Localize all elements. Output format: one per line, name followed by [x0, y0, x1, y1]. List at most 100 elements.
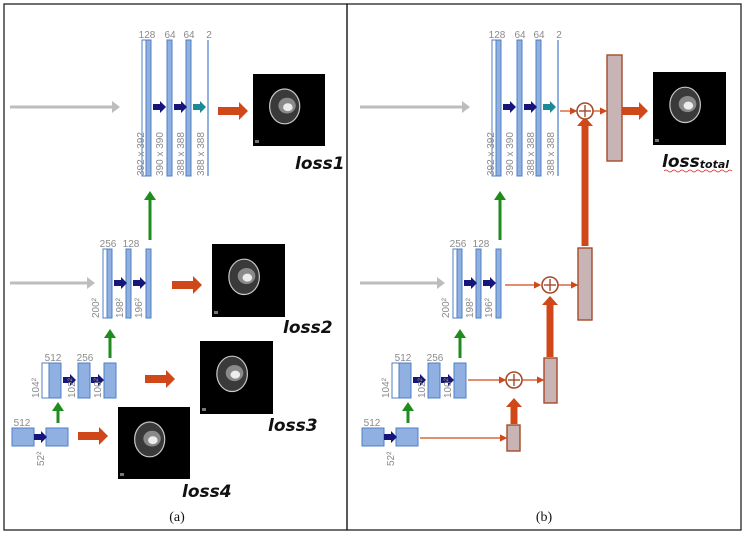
a-dim-label-l3: 100² [93, 377, 104, 398]
b-block-l4-a [361, 427, 385, 447]
b-channel-label-l1: 128 [489, 30, 506, 41]
a-dim-label-l1: 392 x 392 [136, 132, 147, 176]
a-thumbnail-l3 [200, 341, 273, 414]
b-dim-label-l3: 104² [381, 377, 392, 398]
a-conv-arrow-l1-1 [153, 101, 166, 113]
b-channel-label-l4: 512 [364, 418, 381, 429]
a-block-l4-a [11, 427, 35, 447]
tumor-region [283, 103, 293, 112]
a-dim-label-l3: 104² [31, 377, 42, 398]
b-block-l4-b [395, 427, 419, 447]
a-dim-label-l2: 200² [91, 297, 102, 318]
b-fuse-box-l1 [606, 54, 623, 162]
a-block-l2-a [106, 248, 113, 319]
b-block-l2-c [495, 248, 502, 319]
a-conv-arrow-l3-1 [63, 374, 76, 386]
a-dim-label-l1: 388 x 388 [176, 132, 187, 176]
panel-a-label: (a) [169, 510, 185, 525]
b-thumbnail-total [653, 72, 726, 145]
b-dim-label-l2: 196² [484, 297, 495, 318]
a-channel-label-l1: 2 [206, 30, 212, 41]
corner-mark [202, 408, 206, 411]
b-channel-label-l2: 128 [473, 239, 490, 250]
b-skip-arrow-level2-head [437, 277, 445, 289]
a-loss-label-2: loss2 [283, 318, 333, 338]
corner-mark [255, 140, 259, 143]
a-block-l1-b [166, 39, 173, 177]
a-conv-arrow-l2-2 [133, 277, 146, 289]
b-block-l1-b [516, 39, 523, 177]
b-block-l1-a [495, 39, 502, 177]
a-output-arrow-l3 [145, 370, 175, 388]
a-channel-label-l1: 64 [164, 30, 176, 41]
panel-b: 128 64 64 2 392 x 392 390 x 390 388 x 388 388 x… [360, 30, 733, 466]
a-upconv-arrow-3to2-head [104, 329, 116, 338]
a-dim-label-l1: 388 x 388 [196, 132, 207, 176]
b-dim-label-l1: 388 x 388 [546, 132, 557, 176]
a-thumbnail-l1 [253, 74, 325, 146]
a-dim-label-l3: 102² [67, 377, 78, 398]
b-conv-arrow-l1-2 [524, 101, 537, 113]
a-channel-label-l2: 256 [100, 239, 117, 250]
b-skip-arrow-level1-head [462, 101, 470, 113]
corner-mark [120, 473, 124, 476]
a-block-l3-c [103, 362, 117, 399]
b-channel-label-l1: 64 [514, 30, 526, 41]
b-fuse-box-l3 [543, 357, 558, 404]
tumor-region [230, 370, 241, 379]
b-conv-arrow-l2-2 [483, 277, 496, 289]
b-up-arrow-l4 [506, 398, 522, 424]
b-channel-label-l1: 64 [533, 30, 545, 41]
a-dim-label-l2: 196² [134, 297, 145, 318]
a-dim-label-l4: 52² [36, 451, 47, 466]
b-block-l2-b [475, 248, 482, 319]
b-dim-label-l1: 390 x 390 [505, 132, 516, 176]
b-dim-label-l1: 388 x 388 [526, 132, 537, 176]
b-dim-label-l2: 200² [441, 297, 452, 318]
a-loss-label-3: loss3 [268, 416, 318, 436]
a-block-l2-c [145, 248, 152, 319]
b-up-arrow-l2 [577, 117, 593, 246]
a-dim-label-l2: 198² [115, 297, 126, 318]
tumor-region [242, 273, 253, 282]
b-block-l1-d [557, 40, 559, 176]
a-upconv-arrow-2to1-head [144, 191, 156, 200]
a-channel-label-l1: 128 [139, 30, 156, 41]
b-block-l3-a [398, 362, 412, 399]
b-dim-label-l1: 392 x 392 [486, 132, 497, 176]
b-output-arrow [622, 102, 648, 120]
a-conv-arrow-l1-2 [174, 101, 187, 113]
b-channel-label-l1: 2 [556, 30, 562, 41]
a-block-l2-b [125, 248, 132, 319]
a-output-arrow-l2 [172, 276, 202, 294]
a-conv-arrow-l4-1 [34, 431, 47, 443]
b-conv-arrow-l1-1 [503, 101, 516, 113]
b-channel-label-l2: 256 [450, 239, 467, 250]
a-channel-label-l3: 256 [77, 353, 94, 364]
a-channel-label-l4: 512 [14, 418, 31, 429]
a-block-l3-b [77, 362, 91, 399]
b-channel-label-l3: 256 [427, 353, 444, 364]
b-dim-label-l3: 100² [443, 377, 454, 398]
a-output-arrow-l1 [218, 102, 248, 120]
corner-mark [655, 139, 659, 142]
tumor-region [683, 101, 694, 110]
panel-b-label: (b) [536, 510, 553, 525]
b-conv-arrow-l3-1 [413, 374, 426, 386]
a-conv-arrow-l3-2 [91, 374, 104, 386]
b-block-l2-a [456, 248, 463, 319]
a-dim-label-l1: 390 x 390 [155, 132, 166, 176]
panel-b-frame [346, 3, 742, 531]
b-dim-label-l4: 52² [386, 451, 397, 466]
spellcheck-squiggle [663, 169, 733, 173]
a-thumbnail-l4 [118, 407, 190, 479]
b-dim-label-l2: 198² [465, 297, 476, 318]
b-block-l3-c [453, 362, 467, 399]
a-output-arrow-l4 [78, 427, 108, 445]
panel-a: 128 64 64 2 392 x 392 390 x 390 388 x 388 388 x… [10, 30, 345, 502]
a-conv-arrow-l1-3 [193, 101, 206, 113]
a-skip-arrow-level2-head [87, 277, 95, 289]
a-block-l1-d [207, 40, 209, 176]
b-loss-total-label: losstotal [662, 152, 729, 172]
